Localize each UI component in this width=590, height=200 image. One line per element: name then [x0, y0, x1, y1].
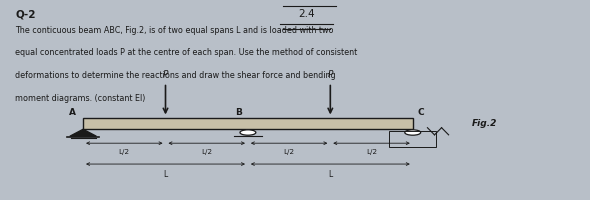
Text: Q-2: Q-2: [15, 10, 36, 20]
Circle shape: [240, 130, 256, 135]
Text: L/2: L/2: [284, 149, 294, 155]
Text: L/2: L/2: [201, 149, 212, 155]
Text: Fig.2: Fig.2: [471, 119, 497, 128]
Text: The conticuous beam ABC, Fig.2, is of two equal spans L and is loaded with two: The conticuous beam ABC, Fig.2, is of tw…: [15, 26, 334, 35]
Text: L/2: L/2: [119, 149, 130, 155]
Polygon shape: [70, 129, 96, 136]
Text: moment diagrams. (constant EI): moment diagrams. (constant EI): [15, 94, 146, 103]
Text: A: A: [69, 108, 76, 117]
Text: B: B: [235, 108, 242, 117]
Text: L/2: L/2: [366, 149, 377, 155]
Circle shape: [405, 130, 421, 135]
Text: deformations to determine the reactions and draw the shear force and bending: deformations to determine the reactions …: [15, 71, 336, 80]
Text: 2.4: 2.4: [299, 9, 315, 19]
Text: P: P: [163, 70, 168, 79]
Text: L: L: [163, 170, 168, 179]
Text: P: P: [327, 70, 333, 79]
FancyBboxPatch shape: [83, 118, 413, 129]
Text: equal concentrated loads P at the centre of each span. Use the method of consist: equal concentrated loads P at the centre…: [15, 48, 358, 57]
Text: C: C: [418, 108, 424, 117]
Text: L: L: [328, 170, 332, 179]
